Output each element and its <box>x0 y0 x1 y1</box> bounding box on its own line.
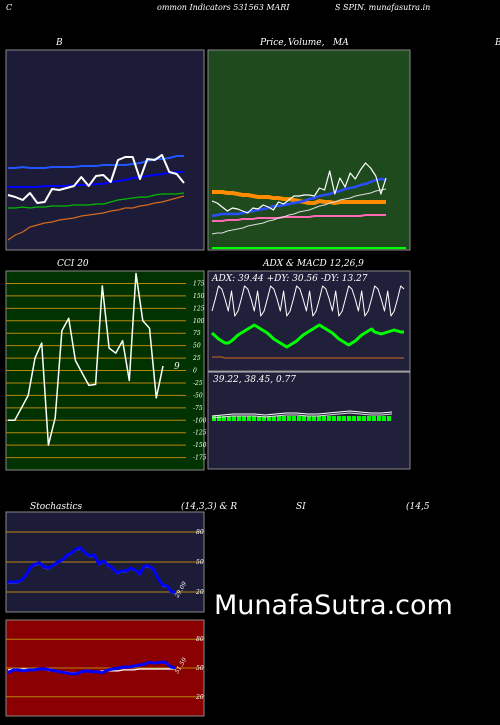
macd-histogram-bar <box>362 416 366 421</box>
macd-histogram-bar <box>317 416 321 421</box>
macd-signal-line <box>211 412 393 419</box>
ma-pink-line <box>212 214 386 222</box>
cci-tick-label-10: -75 <box>193 405 203 412</box>
macd-histogram-bar <box>332 416 336 421</box>
macd-readout: 39.22, 38.45, 0.77 <box>213 375 297 385</box>
macd-histogram-bar <box>227 416 231 421</box>
bb-lower-blue-line <box>8 171 184 188</box>
macd-histogram-bar <box>282 416 286 421</box>
cci-tick-label-14: -175 <box>193 455 207 462</box>
right-edge-letter: B <box>495 38 500 48</box>
macd-histogram-bar <box>382 416 386 421</box>
price-title-b: Volume, <box>288 38 325 48</box>
cci-tick-label-1: 150 <box>193 293 205 300</box>
stoch-tick-label-0: 80 <box>196 529 204 536</box>
bb-upper-line <box>8 192 185 209</box>
macd-line <box>211 410 393 417</box>
cci-tick-label-5: 50 <box>193 343 201 350</box>
cci-tick-label-2: 125 <box>193 305 205 312</box>
macd-histogram-bar <box>252 416 256 421</box>
macd-histogram-bar <box>302 416 306 421</box>
macd-histogram-bar <box>222 416 226 421</box>
header-left-letter: C <box>6 3 13 12</box>
macd-histogram-bar <box>312 416 316 421</box>
rsi-tick-label-2: 20 <box>195 694 204 701</box>
macd-histogram-bar <box>267 416 271 421</box>
macd-histogram-bar <box>352 416 356 421</box>
macd-histogram-bar <box>322 416 326 421</box>
macd-histogram-bar <box>337 416 341 421</box>
cci-tick-label-3: 100 <box>193 318 205 325</box>
cci-line <box>8 272 164 446</box>
macd-histogram-bar <box>367 416 371 421</box>
macd-histogram-bar <box>232 416 236 421</box>
adx-minus-dy-line <box>212 356 404 359</box>
ma-blue-line <box>211 177 387 218</box>
macd-histogram-bar <box>342 416 346 421</box>
macd-histogram-bar <box>372 416 376 421</box>
macd-histogram-bar <box>272 416 276 421</box>
stoch-blue-line <box>8 546 176 594</box>
watermark: MunafaSutra.com <box>214 590 453 621</box>
macd-histogram-bar <box>212 416 216 421</box>
macd-histogram-bar <box>237 416 241 421</box>
macd-histogram-bar <box>287 416 291 421</box>
bb-price-line <box>7 154 185 204</box>
cci-chart: 175 150 125 100 75 50 25 0 -25 -50 -75 -100 -125 -150… <box>5 270 207 471</box>
header-right-text: S SPIN. munafasutra.in <box>335 3 431 12</box>
macd-histogram-bar <box>387 416 391 421</box>
bollinger-chart <box>5 49 205 251</box>
price-title-c: MA <box>333 38 349 48</box>
cci-tick-label-8: -25 <box>193 380 203 387</box>
stoch-title-b: (14,3,3) & R <box>181 502 238 512</box>
adx-line <box>210 323 404 349</box>
bb-title: B <box>56 38 63 48</box>
stoch-tick-label-2: 20 <box>195 589 204 596</box>
cci-tick-label-12: -125 <box>193 430 207 437</box>
rsi-title-b: (14,5 <box>406 502 430 512</box>
adx-readout: ADX: 39.44 +DY: 30.56 -DY: 13.27 <box>212 274 368 284</box>
ma-grey-line <box>211 188 387 235</box>
cci-tick-label-4: 75 <box>193 330 201 337</box>
rsi-title-a: SI <box>296 502 306 512</box>
cci-tick-label-7: 0 <box>193 368 197 375</box>
macd-histogram-bar <box>242 416 246 421</box>
price-title-a: Price, <box>260 38 287 48</box>
macd-histogram-bar <box>357 416 361 421</box>
rsi-tick-label-0: 80 <box>196 636 204 643</box>
macd-histogram-bar <box>327 416 331 421</box>
price-chart <box>207 49 411 251</box>
adx-chart <box>207 270 411 470</box>
macd-histogram-bar <box>277 416 281 421</box>
cci-tick-label-9: -50 <box>193 392 203 399</box>
rsi-blue-line <box>7 660 177 676</box>
macd-histogram-bar <box>377 416 381 421</box>
cci-tick-label-0: 175 <box>193 280 205 287</box>
cci-tick-label-11: -100 <box>193 417 207 424</box>
adx-title: ADX & MACD 12,26,9 <box>263 259 364 269</box>
cci-tick-label-13: -150 <box>193 442 207 449</box>
cci-title: CCI 20 <box>57 259 89 269</box>
stoch-tick-label-1: 50 <box>196 559 204 566</box>
bb-lower-line <box>7 195 185 241</box>
header-center-text: ommon Indicators 531563 MARI <box>157 3 290 12</box>
cci-last-label: 9 <box>174 362 180 372</box>
macd-histogram-bar <box>217 416 221 421</box>
macd-histogram-bar <box>247 416 251 421</box>
adx-panel-bg <box>207 270 411 372</box>
adx-plus-dy-line <box>211 285 405 317</box>
bollinger-panel-bg <box>5 49 205 251</box>
price-line <box>211 162 387 214</box>
macd-histogram-bar <box>257 416 261 421</box>
macd-histogram-bar <box>307 416 311 421</box>
stoch-title-a: Stochastics <box>30 502 83 512</box>
cci-tick-label-6: 25 <box>192 355 201 362</box>
macd-histogram-bar <box>292 416 296 421</box>
macd-histogram-bar <box>347 416 351 421</box>
macd-histogram-bar <box>262 416 266 421</box>
rsi-tick-label-1: 50 <box>196 665 204 672</box>
macd-histogram-bar <box>297 416 301 421</box>
